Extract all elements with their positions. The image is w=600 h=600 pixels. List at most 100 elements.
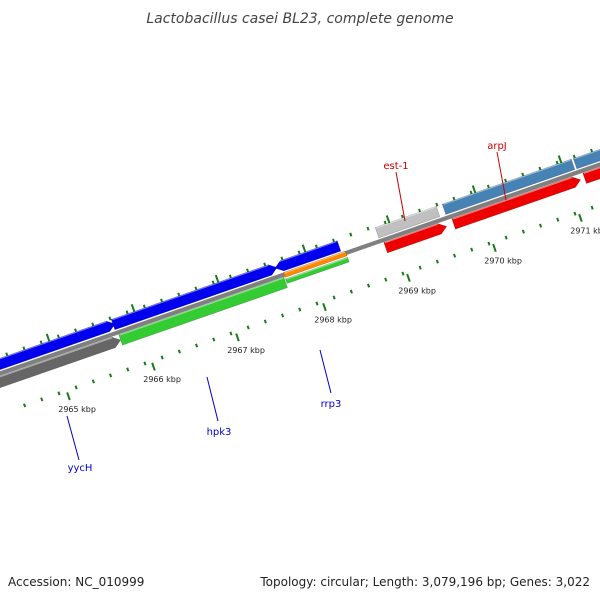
gene-block: [118, 276, 288, 346]
minor-tick: [435, 202, 439, 207]
minor-tick: [400, 214, 404, 219]
gene-highlight: [452, 176, 573, 220]
gene-label: yycH: [68, 463, 93, 474]
minor-tick: [297, 250, 301, 255]
minor-tick: [160, 298, 164, 303]
genome-summary-text: Topology: circular; Length: 3,079,196 bp…: [259, 575, 590, 589]
minor-tick: [332, 238, 336, 243]
label-leaders: yycH hpk3 rrp3 est-1 arpJ: [66, 141, 507, 474]
major-ticks: 2965 kbp 2966 kbp 2967 kbp 2968 kbp 2969 kbp…: [45, 155, 600, 414]
major-tick: [66, 392, 71, 401]
major-tick: [235, 333, 240, 342]
major-tick: [214, 274, 220, 283]
minor-tick: [486, 184, 490, 189]
leader-line: [496, 151, 507, 201]
tick-label: 2970 kbp: [484, 256, 522, 265]
minor-tick: [453, 253, 457, 258]
minor-tick: [521, 229, 525, 234]
minor-tick: [39, 340, 43, 345]
gene-block: [0, 336, 122, 389]
gene-highlight: [286, 257, 347, 280]
gene-block: [582, 166, 600, 184]
minor-tick: [194, 286, 198, 291]
major-tick: [557, 155, 563, 164]
major-tick: [578, 213, 583, 223]
minor-tick: [383, 220, 387, 225]
minor-tick: [177, 292, 181, 297]
minor-tick: [384, 277, 388, 282]
minor-tick: [211, 280, 215, 285]
minor-tick: [74, 385, 78, 390]
tick-label: 2971 kbp: [570, 226, 600, 235]
minor-tick: [195, 343, 199, 348]
minor-tick: [5, 352, 9, 357]
minor-tick: [229, 331, 233, 336]
minor-tick: [177, 349, 181, 354]
major-tick: [301, 244, 307, 253]
minor-tick: [418, 208, 422, 213]
major-tick: [45, 333, 51, 342]
gene-label: hpk3: [207, 427, 232, 438]
minor-tick: [349, 232, 353, 237]
gene-label: est-1: [383, 161, 408, 172]
minor-tick: [452, 196, 456, 201]
minor-tick: [418, 265, 422, 270]
gene-highlight: [443, 159, 571, 205]
gene-highlight: [0, 337, 113, 378]
minor-tick: [109, 373, 113, 378]
minor-tick: [56, 334, 60, 339]
leader-line: [66, 415, 80, 461]
minor-tick: [228, 274, 232, 279]
minor-tick: [487, 241, 491, 246]
gene-block: [383, 223, 448, 254]
gene-highlight: [376, 206, 436, 229]
tick-label: 2965 kbp: [58, 405, 96, 414]
minor-tick: [40, 397, 44, 402]
gene-highlight: [574, 149, 600, 160]
leader-line: [395, 171, 406, 222]
gene-label: rrp3: [321, 399, 342, 410]
minor-tick: [573, 211, 577, 216]
gene-block: [441, 158, 576, 215]
gene-highlight: [112, 264, 269, 321]
gene-highlight: [119, 277, 284, 336]
minor-tick: [590, 205, 594, 210]
minor-tick: [281, 313, 285, 318]
gene-block: [282, 250, 348, 278]
major-tick: [130, 303, 136, 313]
minor-tick: [469, 190, 473, 195]
minor-tick: [125, 310, 129, 315]
major-tick: [471, 185, 477, 194]
minor-tick: [298, 307, 302, 312]
minor-tick: [246, 268, 250, 273]
gene-highlight: [583, 167, 600, 174]
leader-line: [206, 376, 219, 422]
minor-tick: [126, 367, 130, 372]
minor-tick: [315, 301, 319, 306]
minor-tick: [555, 160, 559, 165]
minor-tick: [556, 217, 560, 222]
minor-tick: [504, 178, 508, 183]
major-tick: [151, 362, 156, 371]
minor-tick: [367, 283, 371, 288]
gene-block: [285, 256, 350, 284]
minor-tick: [142, 304, 146, 309]
minor-tick: [521, 172, 525, 177]
minor-tick: [538, 166, 542, 171]
minor-tick: [314, 244, 318, 249]
minor-tick: [263, 319, 267, 324]
tick-label: 2969 kbp: [398, 286, 436, 295]
major-tick: [492, 243, 497, 252]
gene-highlight: [0, 321, 107, 360]
minor-tick: [349, 289, 353, 294]
minor-tick: [246, 325, 250, 330]
minor-tick: [160, 355, 164, 360]
gene-block: [451, 176, 582, 230]
minor-tick: [263, 262, 267, 267]
map-title: Lactobacillus casei BL23, complete genom…: [146, 11, 453, 27]
gene-highlight: [274, 241, 337, 264]
minor-tick: [57, 391, 61, 396]
gene-block: [0, 320, 116, 371]
tick-label: 2966 kbp: [143, 375, 181, 384]
